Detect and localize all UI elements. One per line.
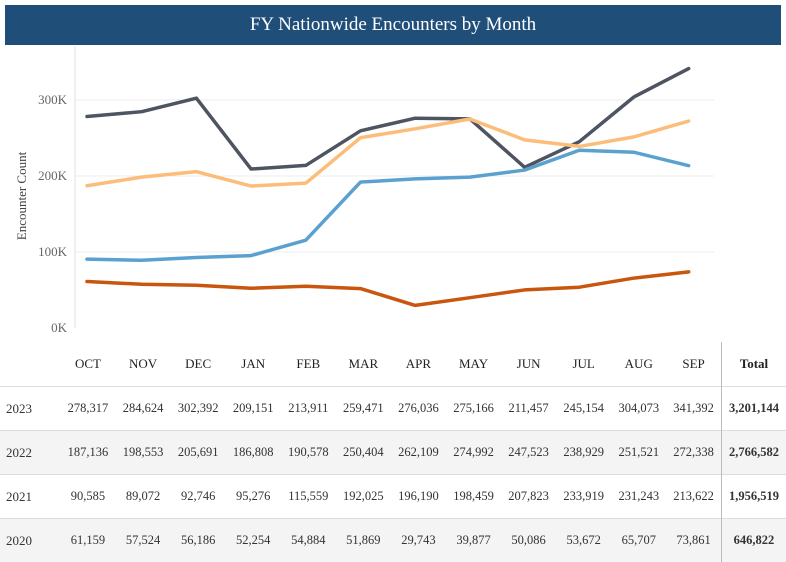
table-cell: 231,243 xyxy=(611,475,666,519)
table-cell: 274,992 xyxy=(446,431,501,475)
y-tick-label: 0K xyxy=(51,320,68,335)
table-cell: 73,861 xyxy=(666,519,721,562)
table-cell: 196,190 xyxy=(391,475,446,519)
table-cell: 90,585 xyxy=(60,475,115,519)
month-header: DEC xyxy=(171,342,226,387)
table-cell: 187,136 xyxy=(60,431,115,475)
table-cell: 284,624 xyxy=(116,387,171,431)
table-cell: 115,559 xyxy=(281,475,336,519)
month-header: OCT xyxy=(60,342,115,387)
table-cell: 89,072 xyxy=(116,475,171,519)
table-cell: 29,743 xyxy=(391,519,446,562)
table-cell: 51,869 xyxy=(336,519,391,562)
table-cell: 341,392 xyxy=(666,387,721,431)
table-cell: 209,151 xyxy=(226,387,281,431)
table-cell: 57,524 xyxy=(116,519,171,562)
month-header: MAR xyxy=(336,342,391,387)
month-header: JUL xyxy=(556,342,611,387)
year-cell: 2022 xyxy=(0,431,60,475)
month-header: SEP xyxy=(666,342,721,387)
y-tick-label: 100K xyxy=(38,244,68,259)
table-cell: 211,457 xyxy=(501,387,556,431)
table-cell: 95,276 xyxy=(226,475,281,519)
table-cell: 207,823 xyxy=(501,475,556,519)
table-cell: 190,578 xyxy=(281,431,336,475)
month-header: AUG xyxy=(611,342,666,387)
table-cell: 205,691 xyxy=(171,431,226,475)
table-cell: 39,877 xyxy=(446,519,501,562)
month-header: JAN xyxy=(226,342,281,387)
table-cell: 262,109 xyxy=(391,431,446,475)
series-line-2023[interactable] xyxy=(87,69,689,170)
table-cell: 52,254 xyxy=(226,519,281,562)
table-cell: 272,338 xyxy=(666,431,721,475)
table-cell: 56,186 xyxy=(171,519,226,562)
year-cell: 2020 xyxy=(0,519,60,562)
y-tick-label: 200K xyxy=(38,168,68,183)
table-cell: 238,929 xyxy=(556,431,611,475)
table-cell: 54,884 xyxy=(281,519,336,562)
table-cell: 276,036 xyxy=(391,387,446,431)
table-cell: 278,317 xyxy=(60,387,115,431)
month-header: MAY xyxy=(446,342,501,387)
year-header xyxy=(0,342,60,387)
table-cell: 259,471 xyxy=(336,387,391,431)
table-cell: 198,459 xyxy=(446,475,501,519)
year-cell: 2023 xyxy=(0,387,60,431)
total-cell: 2,766,582 xyxy=(721,431,786,475)
table-cell: 304,073 xyxy=(611,387,666,431)
month-header: APR xyxy=(391,342,446,387)
total-cell: 1,956,519 xyxy=(721,475,786,519)
table-cell: 247,523 xyxy=(501,431,556,475)
table-cell: 192,025 xyxy=(336,475,391,519)
table-cell: 65,707 xyxy=(611,519,666,562)
table-cell: 198,553 xyxy=(116,431,171,475)
month-header: FEB xyxy=(281,342,336,387)
series-line-2020[interactable] xyxy=(87,272,689,306)
table-cell: 275,166 xyxy=(446,387,501,431)
table-cell: 53,672 xyxy=(556,519,611,562)
month-header: NOV xyxy=(116,342,171,387)
total-cell: 646,822 xyxy=(721,519,786,562)
y-tick-label: 300K xyxy=(38,92,68,107)
table-cell: 92,746 xyxy=(171,475,226,519)
table-cell: 250,404 xyxy=(336,431,391,475)
table-cell: 50,086 xyxy=(501,519,556,562)
table-cell: 213,622 xyxy=(666,475,721,519)
year-cell: 2021 xyxy=(0,475,60,519)
month-header: JUN xyxy=(501,342,556,387)
table-cell: 251,521 xyxy=(611,431,666,475)
table-cell: 245,154 xyxy=(556,387,611,431)
series-line-2021[interactable] xyxy=(87,150,689,260)
total-cell: 3,201,144 xyxy=(721,387,786,431)
table-cell: 233,919 xyxy=(556,475,611,519)
table-cell: 213,911 xyxy=(281,387,336,431)
table-cell: 302,392 xyxy=(171,387,226,431)
table-cell: 61,159 xyxy=(60,519,115,562)
chart-title: FY Nationwide Encounters by Month xyxy=(5,5,781,45)
total-header: Total xyxy=(721,342,786,387)
line-chart: 0K 100K 200K 300K xyxy=(0,46,786,342)
table-cell: 186,808 xyxy=(226,431,281,475)
